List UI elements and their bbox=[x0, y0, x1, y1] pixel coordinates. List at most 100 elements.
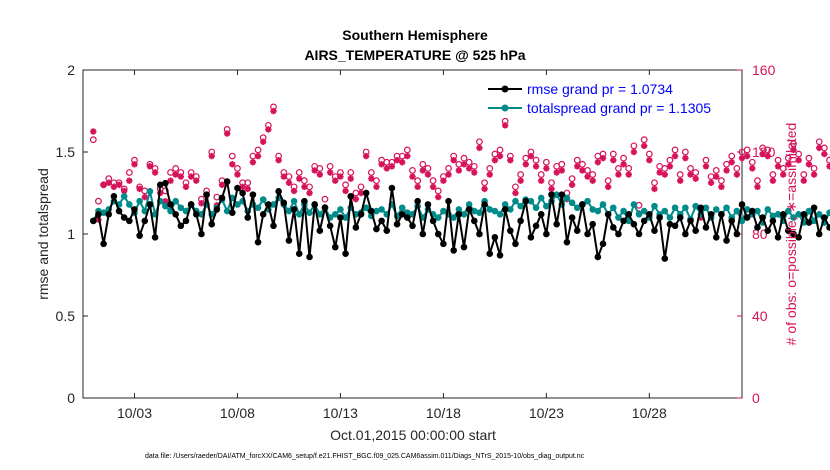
rmse-point bbox=[826, 224, 830, 231]
obs-possible-point bbox=[692, 169, 700, 176]
obs-possible-point bbox=[517, 171, 525, 178]
rmse-point bbox=[630, 220, 638, 228]
totalspread-point bbox=[440, 207, 447, 215]
y-tick-label: 0 bbox=[67, 390, 75, 406]
rmse-point bbox=[151, 233, 159, 241]
obs-possible-point bbox=[754, 177, 761, 185]
totalspread-point bbox=[568, 199, 576, 207]
obs-assimilated-point bbox=[687, 171, 694, 178]
obs-possible-point bbox=[573, 156, 581, 164]
obs-possible-point bbox=[764, 146, 772, 154]
obs-possible-point bbox=[131, 156, 138, 164]
obs-possible-point bbox=[790, 140, 797, 148]
totalspread-point bbox=[172, 197, 179, 205]
totalspread-point bbox=[584, 197, 591, 205]
obs-assimilated-point bbox=[620, 161, 627, 168]
rmse-point bbox=[270, 222, 277, 230]
totalspread-point bbox=[682, 204, 689, 212]
totalspread-point bbox=[434, 214, 442, 221]
x-tick-label: 10/13 bbox=[323, 405, 358, 421]
rmse-point bbox=[326, 222, 334, 230]
obs-possible-point bbox=[537, 171, 545, 178]
rmse-point bbox=[162, 179, 169, 187]
obs-assimilated-point bbox=[383, 165, 390, 172]
obs-assimilated-point bbox=[151, 169, 159, 176]
totalspread-point bbox=[378, 206, 385, 213]
totalspread-point bbox=[234, 201, 241, 208]
obs-assimilated-point bbox=[625, 171, 632, 178]
obs-possible-point bbox=[558, 160, 566, 168]
rmse-point bbox=[594, 253, 602, 261]
obs-possible-point bbox=[167, 169, 174, 176]
totalspread-point bbox=[754, 207, 761, 215]
obs-possible-point bbox=[599, 150, 607, 158]
totalspread-point bbox=[661, 207, 669, 215]
legend-rmse: rmse grand pr = 1.0734 bbox=[527, 81, 673, 97]
obs-assimilated-point bbox=[404, 152, 411, 160]
totalspread-point bbox=[373, 207, 380, 215]
chart-title: Southern Hemisphere bbox=[342, 27, 488, 43]
obs-possible-point bbox=[321, 195, 329, 203]
obs-assimilated-point bbox=[218, 181, 226, 188]
obs-possible-point bbox=[151, 164, 159, 172]
obs-assimilated-point bbox=[769, 177, 777, 184]
obs-possible-point bbox=[748, 158, 756, 166]
obs-possible-point bbox=[182, 179, 190, 187]
y2-tick-label: 40 bbox=[752, 308, 768, 324]
rmse-point bbox=[223, 178, 231, 185]
obs-possible-point bbox=[470, 162, 478, 170]
obs-assimilated-point bbox=[486, 171, 493, 178]
obs-assimilated-point bbox=[677, 177, 684, 184]
rmse-point bbox=[331, 243, 339, 251]
rmse-point bbox=[321, 204, 329, 212]
obs-assimilated-point bbox=[527, 152, 535, 160]
obs-assimilated-point bbox=[476, 144, 483, 152]
rmse-point bbox=[584, 230, 591, 238]
obs-assimilated-point bbox=[296, 175, 303, 182]
obs-possible-point bbox=[295, 169, 303, 176]
obs-possible-point bbox=[388, 158, 396, 166]
obs-assimilated-point bbox=[105, 179, 112, 186]
rmse-point bbox=[507, 227, 514, 235]
totalspread-point bbox=[666, 214, 674, 221]
obs-possible-point bbox=[455, 160, 463, 168]
rmse-point bbox=[491, 233, 499, 241]
obs-assimilated-point bbox=[229, 161, 236, 168]
obs-assimilated-point bbox=[501, 122, 509, 129]
obs-assimilated-point bbox=[146, 163, 154, 170]
rmse-point bbox=[229, 209, 236, 216]
rmse-point bbox=[743, 214, 751, 221]
obs-possible-point bbox=[362, 148, 370, 156]
totalspread-point bbox=[563, 194, 571, 202]
obs-assimilated-point bbox=[141, 193, 148, 201]
obs-assimilated-point bbox=[90, 128, 97, 135]
totalspread-point bbox=[589, 206, 596, 213]
obs-possible-point bbox=[604, 177, 612, 185]
rmse-point bbox=[481, 201, 488, 208]
rmse-point bbox=[785, 227, 792, 235]
obs-assimilated-point bbox=[414, 183, 421, 191]
obs-assimilated-point bbox=[805, 161, 813, 168]
obs-possible-point bbox=[244, 179, 252, 187]
y2-tick-label: 160 bbox=[752, 62, 776, 78]
obs-assimilated-point bbox=[301, 183, 308, 191]
obs-possible-point bbox=[609, 150, 617, 158]
rmse-point bbox=[398, 211, 406, 218]
obs-assimilated-point bbox=[671, 152, 679, 160]
rmse-point bbox=[537, 211, 545, 218]
rmse-point bbox=[198, 230, 205, 238]
obs-assimilated-point bbox=[131, 161, 138, 168]
obs-assimilated-point bbox=[630, 148, 638, 156]
rmse-point bbox=[599, 240, 607, 248]
obs-assimilated-point bbox=[259, 138, 267, 145]
obs-assimilated-point bbox=[646, 157, 653, 164]
rmse-point bbox=[589, 220, 596, 228]
obs-possible-point bbox=[342, 181, 349, 189]
rmse-point bbox=[450, 247, 457, 254]
rmse-point bbox=[409, 222, 416, 230]
rmse-point bbox=[455, 211, 463, 218]
obs-assimilated-point bbox=[223, 130, 231, 137]
obs-assimilated-point bbox=[543, 165, 550, 172]
totalspread-point bbox=[671, 204, 679, 212]
obs-possible-point bbox=[136, 183, 144, 191]
